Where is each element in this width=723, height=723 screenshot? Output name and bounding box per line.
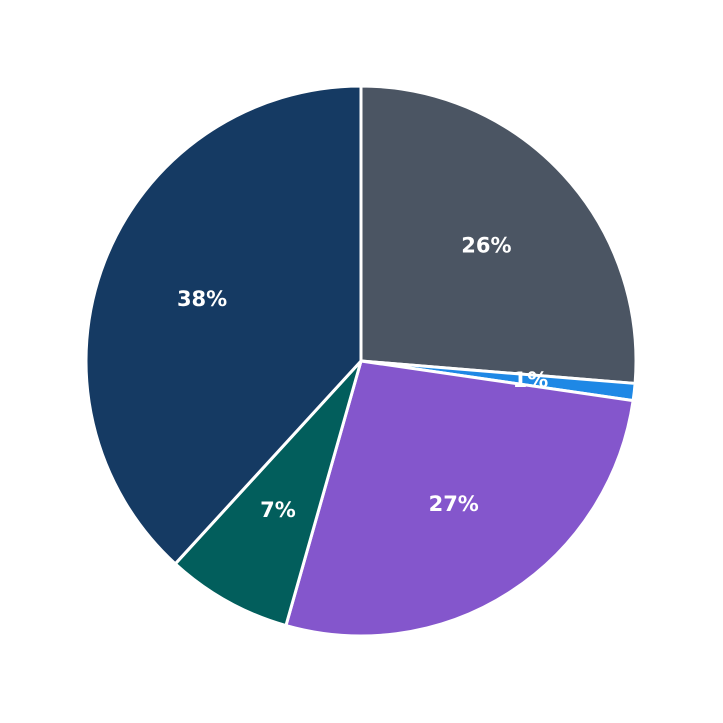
pie-labels: 26% 1% 27% 7% 38% bbox=[177, 233, 548, 521]
slice-label: 7% bbox=[260, 498, 296, 522]
pie-slice bbox=[359, 84, 638, 385]
slice-label: 27% bbox=[429, 492, 479, 516]
slice-label: 38% bbox=[177, 287, 227, 311]
pie-slice bbox=[173, 359, 363, 628]
pie-slices bbox=[84, 84, 638, 638]
pie-slice bbox=[284, 359, 635, 638]
pie-slice bbox=[84, 84, 363, 566]
slice-label: 1% bbox=[513, 368, 549, 392]
slice-label: 26% bbox=[461, 233, 511, 257]
